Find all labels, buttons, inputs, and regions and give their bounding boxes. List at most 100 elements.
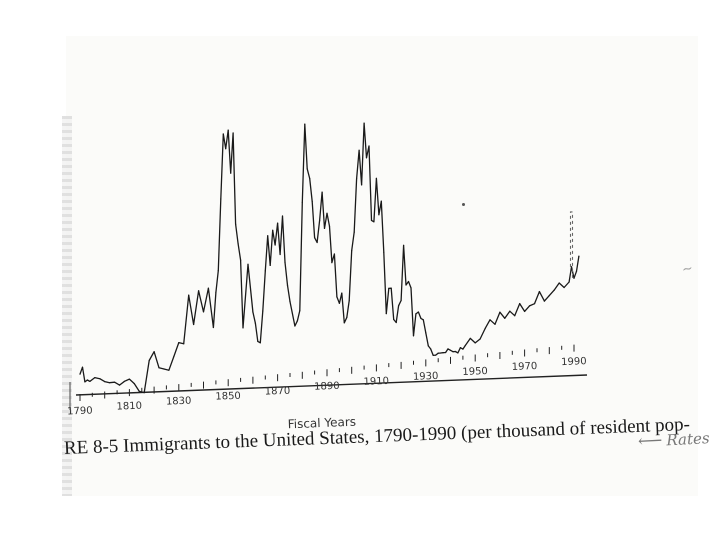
data-point-1921 xyxy=(403,244,405,246)
data-point-1848 xyxy=(222,133,224,135)
data-point-1887 xyxy=(319,220,321,222)
data-point-1980 xyxy=(548,295,550,297)
data-point-1814 xyxy=(138,390,140,392)
data-point-1860 xyxy=(252,311,254,313)
x-axis-line xyxy=(75,374,588,396)
data-point-1854 xyxy=(237,243,239,245)
data-point-1791 xyxy=(81,366,84,368)
data-point-1926 xyxy=(415,313,417,315)
x-tick-label-1870: 1870 xyxy=(265,386,291,398)
data-point-1800 xyxy=(104,381,106,383)
data-point-1894 xyxy=(336,296,338,298)
data-point-1832 xyxy=(183,343,185,345)
data-point-1889 xyxy=(323,227,326,229)
x-tick-label-1810: 1810 xyxy=(116,401,142,413)
data-point-1920 xyxy=(400,299,402,302)
data-point-1944 xyxy=(459,347,461,349)
data-point-1852 xyxy=(232,132,234,134)
data-point-1886 xyxy=(316,241,318,244)
data-point-1810 xyxy=(128,378,130,380)
data-point-1907 xyxy=(368,145,370,147)
data-point-1972 xyxy=(528,305,531,307)
data-point-1910 xyxy=(375,177,377,179)
x-tick-label-1930: 1930 xyxy=(413,371,439,383)
data-point-1878 xyxy=(296,320,298,322)
data-point-1984 xyxy=(558,282,560,284)
data-point-1844 xyxy=(212,326,214,329)
data-point-1873 xyxy=(284,261,286,263)
data-point-1851 xyxy=(230,172,232,174)
data-point-1941 xyxy=(452,351,454,353)
data-point-1986 xyxy=(563,286,565,289)
data-point-1838 xyxy=(198,290,200,292)
data-point-1990 xyxy=(573,277,575,279)
data-point-1919 xyxy=(398,305,400,307)
data-point-1890 xyxy=(326,212,328,214)
data-point-1946 xyxy=(464,344,466,347)
data-point-1856 xyxy=(242,327,244,329)
data-point-1942 xyxy=(454,350,456,353)
data-point-1830 xyxy=(178,342,180,344)
data-point-1828 xyxy=(173,355,175,357)
data-point-1794 xyxy=(89,380,91,382)
data-point-1884 xyxy=(311,200,313,203)
data-point-1962 xyxy=(504,317,506,319)
data-point-1874 xyxy=(286,284,289,286)
data-point-1935 xyxy=(437,352,439,354)
data-point-1929 xyxy=(422,319,424,321)
data-point-1917 xyxy=(393,318,395,321)
data-point-1872 xyxy=(281,215,284,217)
data-point-1868 xyxy=(272,229,274,231)
data-point-1923 xyxy=(407,280,410,283)
data-point-1875 xyxy=(289,301,291,303)
data-point-1880 xyxy=(301,201,303,203)
data-point-1914 xyxy=(385,313,387,315)
data-point-1882 xyxy=(306,168,308,170)
data-point-1812 xyxy=(133,383,135,385)
data-point-1932 xyxy=(430,348,432,350)
data-point-1916 xyxy=(390,287,392,289)
x-axis-label: Fiscal Years xyxy=(287,415,356,432)
data-point-1834 xyxy=(188,294,190,296)
series-line-immigration-rate xyxy=(79,122,580,394)
data-point-1934 xyxy=(435,354,437,356)
left-arrow-icon: ⟵ xyxy=(637,430,663,452)
data-point-1824 xyxy=(163,368,165,370)
data-point-1879 xyxy=(299,310,301,312)
data-point-1863 xyxy=(259,342,261,344)
data-point-1913 xyxy=(383,251,385,253)
data-point-1806 xyxy=(118,384,121,386)
data-point-1908 xyxy=(370,219,373,221)
data-point-1796 xyxy=(94,377,96,379)
data-point-1818 xyxy=(148,359,150,362)
data-point-1909 xyxy=(373,221,375,223)
data-point-1892 xyxy=(331,262,333,264)
x-tick-label-1950: 1950 xyxy=(462,366,488,378)
data-point-1948 xyxy=(469,337,471,339)
data-point-1964 xyxy=(509,310,511,312)
data-point-1960 xyxy=(499,311,501,313)
data-point-1928 xyxy=(420,317,422,319)
data-point-1893 xyxy=(333,253,335,255)
data-point-1891 xyxy=(328,225,331,227)
data-point-1849 xyxy=(225,148,227,150)
data-point-1901 xyxy=(353,231,355,233)
data-point-1922 xyxy=(405,284,407,286)
data-point-1970 xyxy=(524,310,526,312)
data-point-1927 xyxy=(417,311,419,313)
data-point-1883 xyxy=(309,177,311,180)
data-point-1820 xyxy=(153,351,155,353)
data-point-1900 xyxy=(351,250,353,252)
data-point-1816 xyxy=(143,392,145,394)
data-point-1846 xyxy=(217,270,219,272)
data-point-1906 xyxy=(365,157,368,159)
data-point-1885 xyxy=(314,237,316,239)
data-point-1865 xyxy=(264,270,266,272)
scan-shadow-edge xyxy=(62,116,72,496)
data-point-1850 xyxy=(227,129,229,131)
data-point-1798 xyxy=(99,378,101,380)
data-point-1802 xyxy=(109,382,111,384)
data-point-1842 xyxy=(207,287,209,289)
x-tick-label-1990: 1990 xyxy=(561,356,587,368)
data-point-1866 xyxy=(267,235,269,237)
